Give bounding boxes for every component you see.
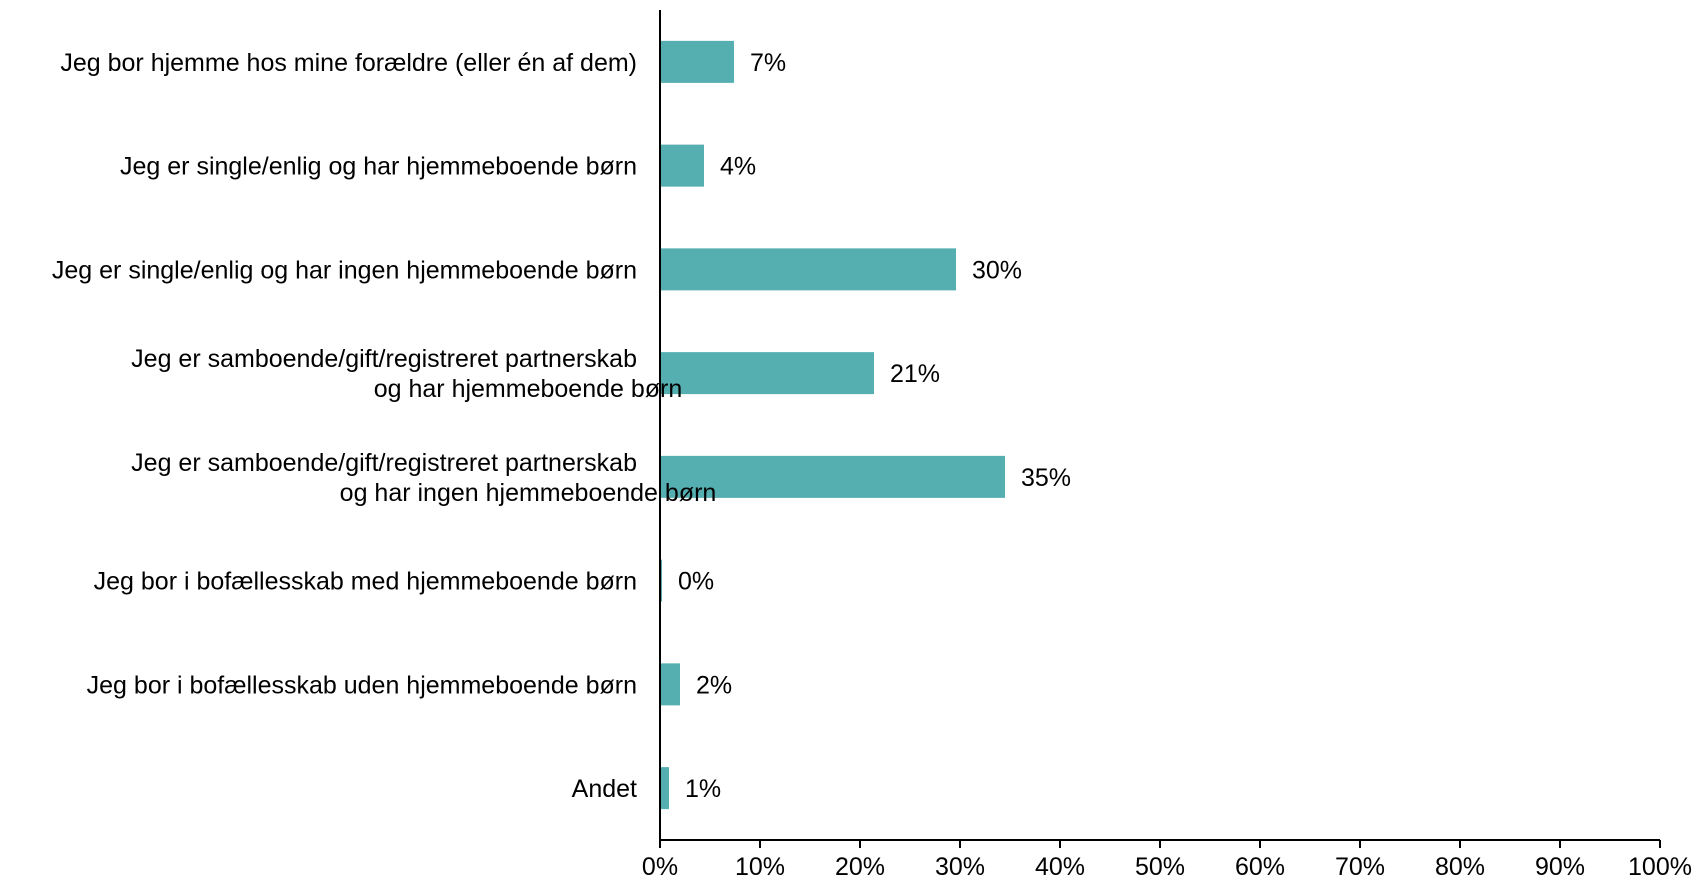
category-label-line: Jeg bor i bofællesskab med hjemmeboende … (94, 568, 637, 596)
data-label-8: 1% (685, 775, 721, 803)
data-label-4: 21% (890, 360, 940, 388)
bar-8 (660, 767, 669, 810)
bar-1 (660, 40, 734, 83)
x-tick-label: 80% (1435, 853, 1485, 881)
data-label-1: 7% (750, 49, 786, 77)
bar-5 (660, 455, 1005, 498)
category-label-line: og har hjemmeboende børn (374, 375, 683, 403)
x-tick-label: 10% (735, 853, 785, 881)
data-labels-group: 7% 4% 30% 21% 35% 0% 2% 1% (678, 49, 1071, 803)
category-label-line: Jeg er single/enlig og har hjemmeboende … (120, 153, 637, 181)
category-label-7: Jeg bor i bofællesskab uden hjemmeboende… (87, 671, 637, 699)
category-label-8: Andet (572, 775, 637, 803)
category-label-line: Jeg bor hjemme hos mine forældre (eller … (60, 49, 637, 77)
category-label-line: Jeg er single/enlig og har ingen hjemmeb… (52, 256, 637, 284)
x-tick-label: 100% (1628, 853, 1692, 881)
category-label-5: Jeg er samboende/gift/registreret partne… (131, 449, 716, 507)
bar-7 (660, 663, 680, 706)
bar-3 (660, 248, 956, 291)
bar-2 (660, 144, 704, 187)
x-tick-label: 20% (835, 853, 885, 881)
category-labels-group: Jeg bor hjemme hos mine forældre (eller … (52, 49, 716, 803)
bars-group (660, 40, 1005, 810)
x-ticks-group: 0% 10% 20% 30% 40% 50% 60% 70% 80% 90% 100% (642, 840, 1692, 881)
x-tick-label: 40% (1035, 853, 1085, 881)
category-label-1: Jeg bor hjemme hos mine forældre (eller … (60, 49, 637, 77)
category-label-line: og har ingen hjemmeboende børn (340, 479, 717, 507)
data-label-3: 30% (972, 256, 1022, 284)
category-label-line: Jeg bor i bofællesskab uden hjemmeboende… (87, 671, 637, 699)
axes-group (659, 10, 1660, 841)
x-tick-label: 60% (1235, 853, 1285, 881)
data-label-2: 4% (720, 153, 756, 181)
bar-4 (660, 352, 874, 395)
x-tick-label: 90% (1535, 853, 1585, 881)
data-label-7: 2% (696, 671, 732, 699)
x-tick-label: 50% (1135, 853, 1185, 881)
category-label-2: Jeg er single/enlig og har hjemmeboende … (120, 153, 637, 181)
category-label-3: Jeg er single/enlig og har ingen hjemmeb… (52, 256, 637, 284)
data-label-6: 0% (678, 568, 714, 596)
x-tick-label: 0% (642, 853, 678, 881)
category-label-line: Andet (572, 775, 637, 803)
category-label-4: Jeg er samboende/gift/registreret partne… (131, 345, 682, 403)
data-label-5: 35% (1021, 464, 1071, 492)
x-tick-label: 70% (1335, 853, 1385, 881)
category-label-line: Jeg er samboende/gift/registreret partne… (131, 345, 637, 373)
category-label-6: Jeg bor i bofællesskab med hjemmeboende … (94, 568, 637, 596)
x-tick-label: 30% (935, 853, 985, 881)
category-label-line: Jeg er samboende/gift/registreret partne… (131, 449, 637, 477)
